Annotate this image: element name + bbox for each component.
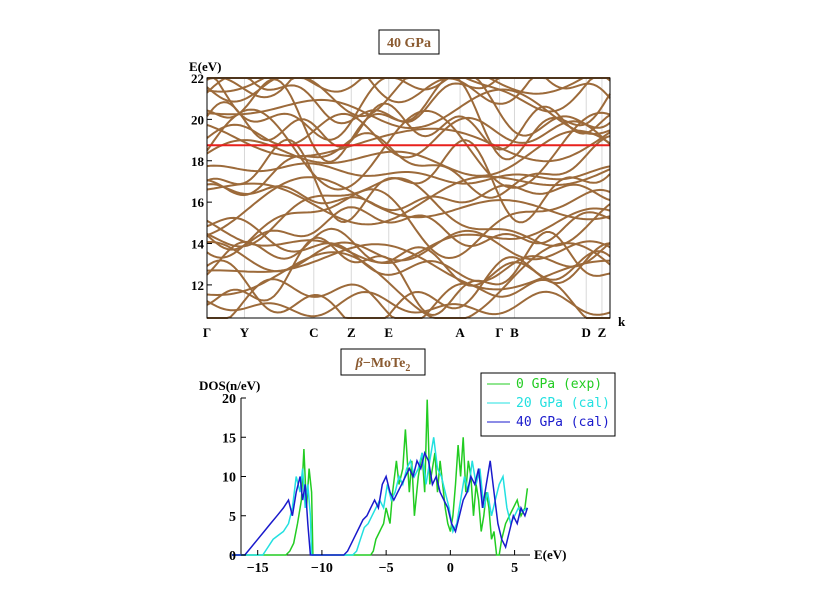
dos-x-ticks: −15 −10 −5 0 5 xyxy=(247,550,518,576)
band-curve xyxy=(206,177,611,248)
band-y-tick-label: 22 xyxy=(191,71,204,86)
band-curves xyxy=(206,77,611,319)
band-ylabel: E(eV) xyxy=(189,59,222,74)
dos-x-tick-label: −5 xyxy=(379,561,394,576)
dos-y-tick-label: 0 xyxy=(229,549,236,564)
band-y-tick-label: 12 xyxy=(191,278,204,293)
dos-legend: 0 GPa (exp) 20 GPa (cal) 40 GPa (cal) xyxy=(480,372,616,437)
band-curve xyxy=(206,129,611,177)
band-curve xyxy=(206,183,611,212)
dos-ylabel: DOS(n/eV) xyxy=(199,378,260,393)
band-curve xyxy=(206,250,611,319)
band-curve xyxy=(206,138,611,224)
band-curve xyxy=(206,88,611,135)
dos-y-tick-label: 20 xyxy=(222,392,236,407)
dos-series-group xyxy=(232,399,529,556)
band-title-box xyxy=(378,29,440,55)
band-curve xyxy=(206,176,611,237)
k-point-label: B xyxy=(510,325,519,340)
dos-series-line-1 xyxy=(232,437,528,556)
band-curve xyxy=(206,162,611,185)
legend-label: 20 GPa (cal) xyxy=(516,396,610,411)
dos-y-ticks: 0 5 10 15 20 xyxy=(222,392,246,564)
dos-panel: β−MoTe2 DOS(n/eV) 0 5 10 15 20 −15 −10 −5 0 5 E(… xyxy=(199,348,616,576)
band-title: 40 GPa xyxy=(387,36,431,51)
k-point-label: E xyxy=(384,325,393,340)
band-xlabel: k xyxy=(618,314,626,329)
band-curve xyxy=(206,206,611,251)
band-curve xyxy=(206,216,611,283)
legend-label: 0 GPa (exp) xyxy=(516,377,602,392)
dos-title: β−MoTe2 xyxy=(355,356,411,374)
band-curve xyxy=(206,207,611,264)
band-y-tick-label: 20 xyxy=(191,112,204,127)
legend-label: 40 GPa (cal) xyxy=(516,415,610,430)
dos-series-line-2 xyxy=(232,450,529,556)
band-curve xyxy=(206,123,611,163)
k-point-label: Z xyxy=(598,325,607,340)
band-curve xyxy=(206,231,611,317)
dos-x-tick-label: −15 xyxy=(247,561,269,576)
dos-title-box xyxy=(340,348,426,376)
band-y-tick-label: 14 xyxy=(191,237,205,252)
band-curve xyxy=(206,290,611,318)
k-point-label: A xyxy=(455,325,465,340)
band-curve xyxy=(206,108,611,191)
band-y-tick-label: 18 xyxy=(191,154,205,169)
band-y-ticks: 12 14 16 18 20 22 xyxy=(191,71,212,293)
dos-x-tick-label: −10 xyxy=(311,561,333,576)
dos-x-tick-label: 5 xyxy=(511,561,518,576)
k-point-label: Y xyxy=(240,325,250,340)
dos-xlabel: E(eV) xyxy=(534,547,567,562)
k-point-label: Z xyxy=(347,325,356,340)
dos-y-tick-label: 15 xyxy=(222,431,236,446)
band-curve xyxy=(206,168,611,226)
dos-y-tick-label: 10 xyxy=(222,471,236,486)
k-point-label: D xyxy=(582,325,591,340)
band-curve xyxy=(206,242,611,319)
dos-series-line-0 xyxy=(232,399,529,556)
band-plot-frame xyxy=(206,77,611,319)
band-y-tick-label: 16 xyxy=(191,195,205,210)
k-point-label: C xyxy=(309,325,318,340)
band-curve xyxy=(206,112,611,159)
band-curve xyxy=(207,77,611,141)
band-curve xyxy=(206,227,611,287)
k-point-label: Γ xyxy=(495,325,503,340)
dos-x-tick-label: 0 xyxy=(447,561,454,576)
dos-y-tick-label: 5 xyxy=(229,510,236,525)
band-curve xyxy=(206,188,611,260)
k-point-label: Γ xyxy=(203,325,211,340)
band-curve xyxy=(206,101,611,151)
band-curve xyxy=(206,132,611,199)
